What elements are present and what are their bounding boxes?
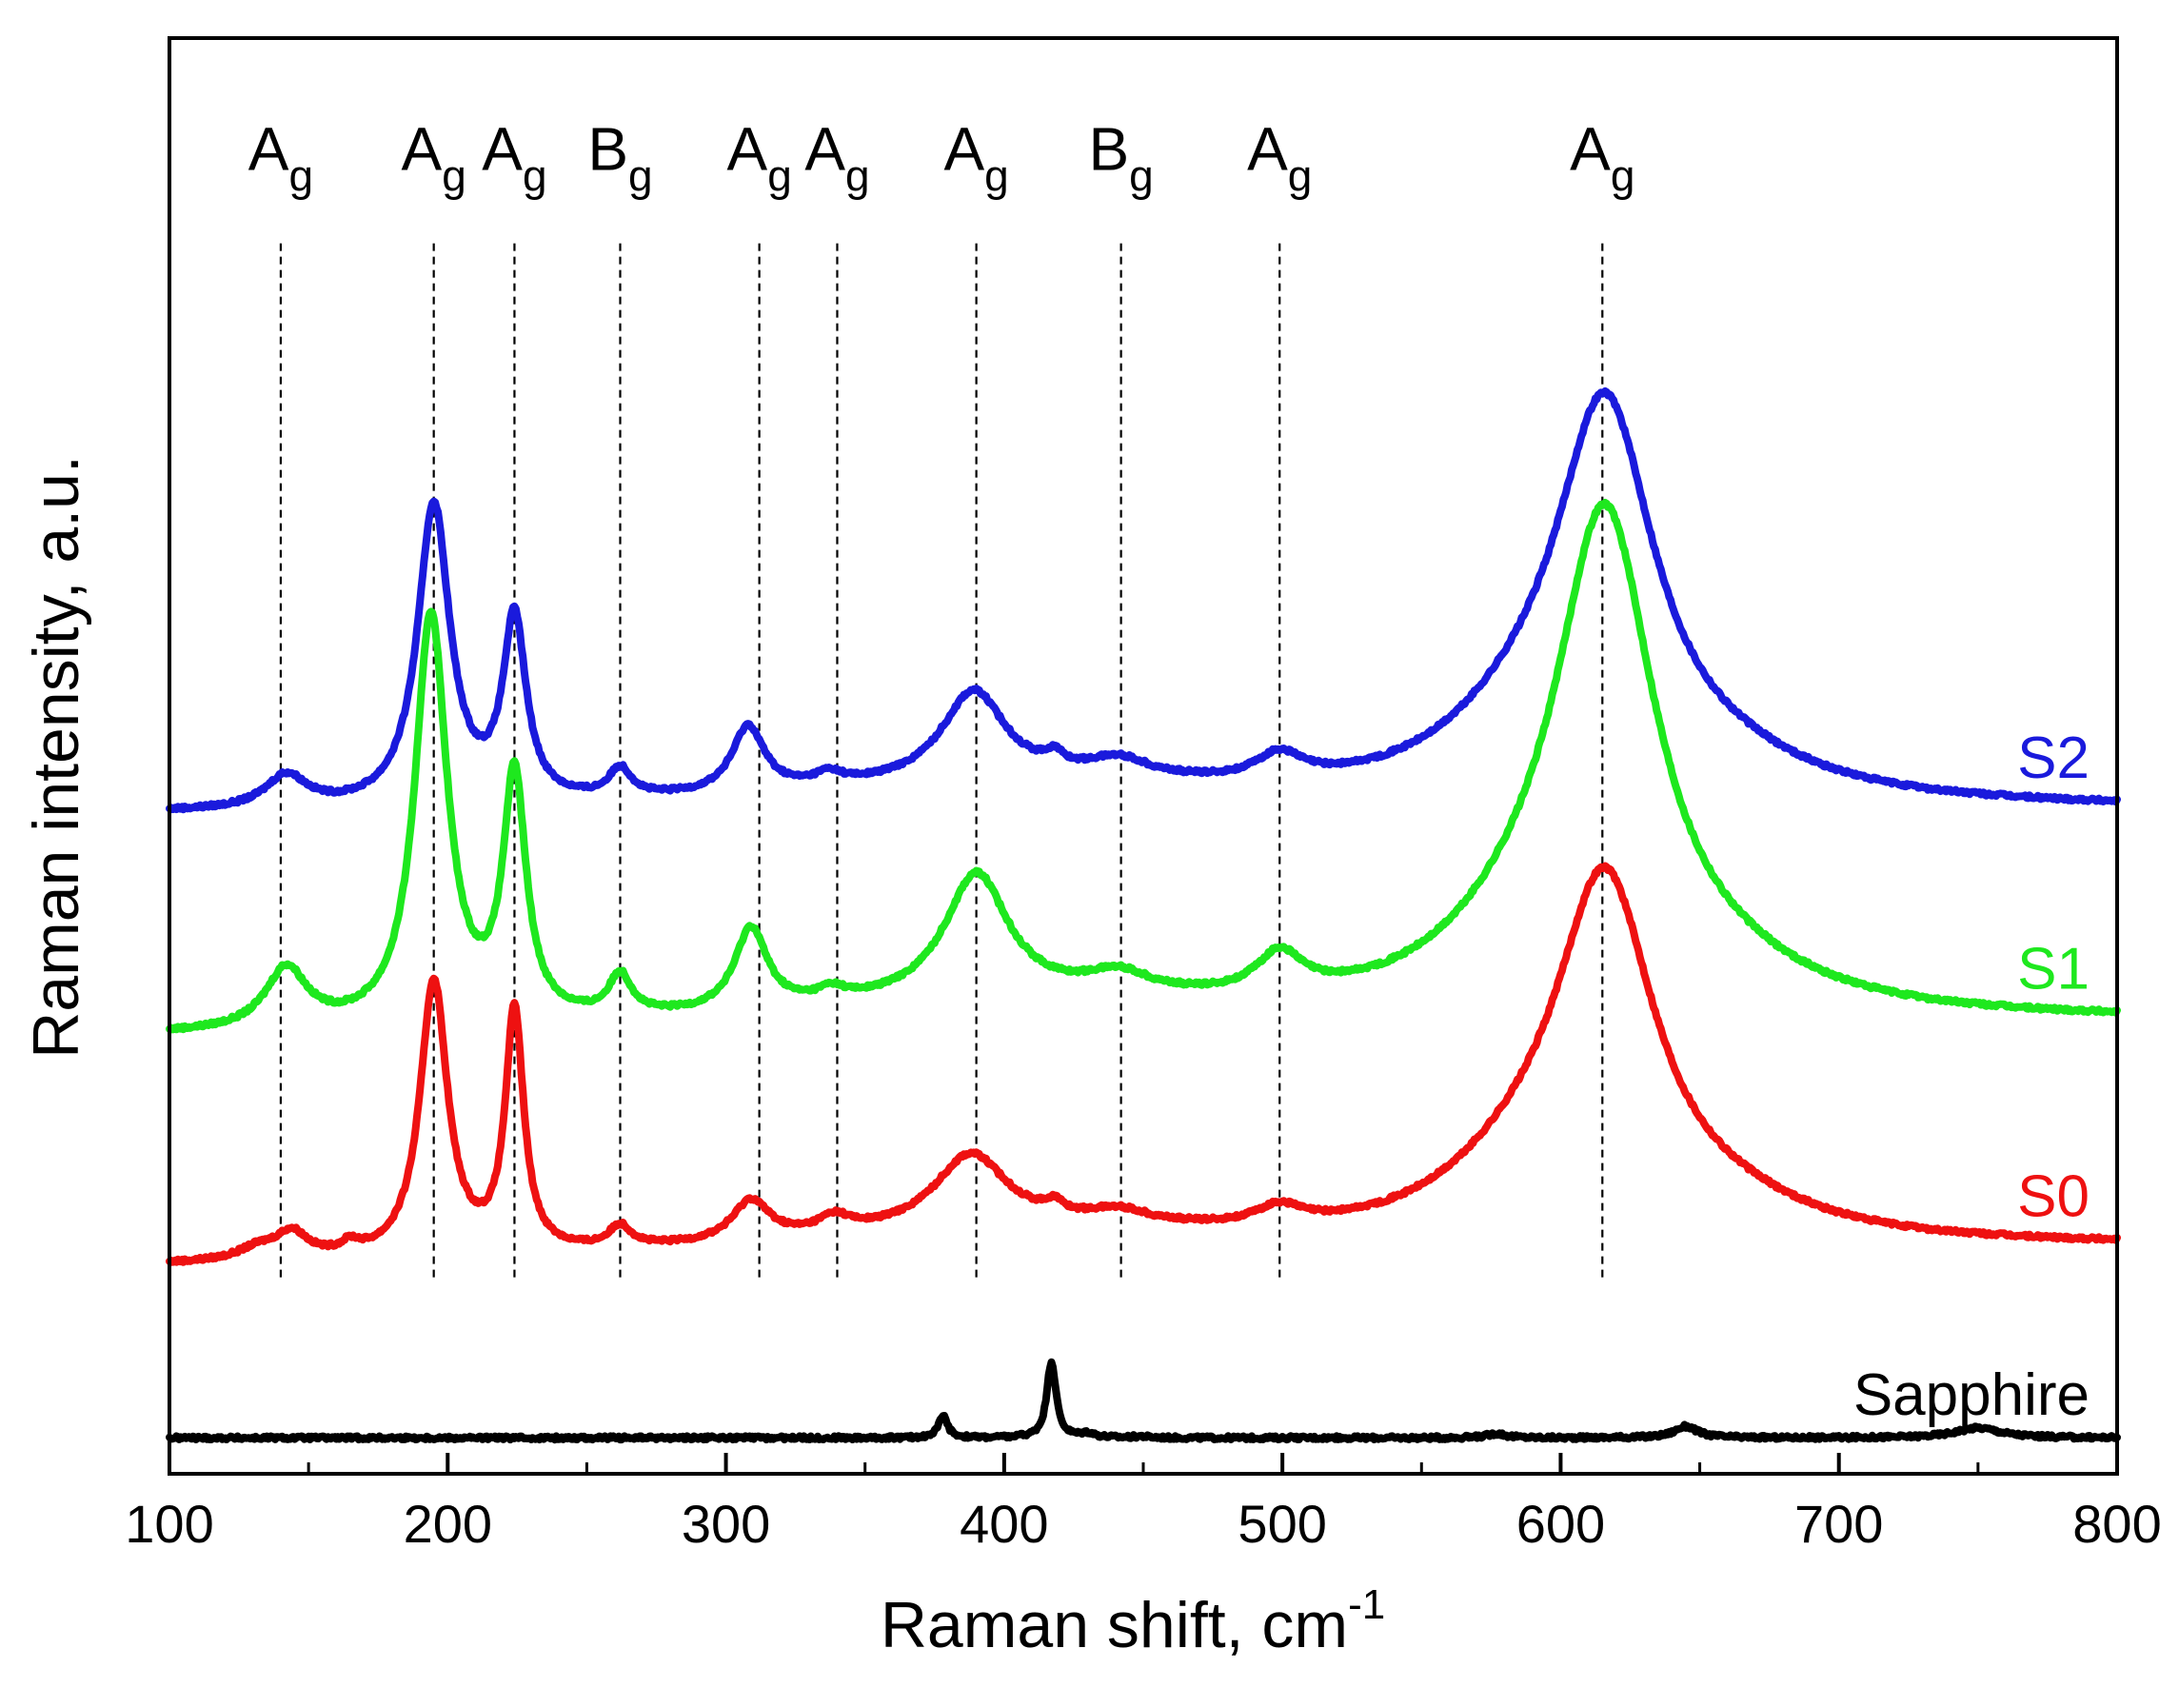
mode-label-main: A xyxy=(248,115,289,184)
mode-label-main: A xyxy=(943,115,984,184)
series-label-s2: S2 xyxy=(2017,725,2090,791)
series-label-sapphire: Sapphire xyxy=(1853,1362,2090,1428)
x-tick-label: 600 xyxy=(1516,1494,1605,1554)
mode-label-sub: g xyxy=(1288,151,1313,201)
x-tick-label: 400 xyxy=(960,1494,1048,1554)
mode-label-sub: g xyxy=(442,151,466,201)
mode-label-main: A xyxy=(482,115,523,184)
series-line-s2 xyxy=(166,387,2121,814)
mode-label-main: B xyxy=(587,115,628,184)
series-labels: S2 S1 S0 Sapphire xyxy=(1853,725,2090,1428)
mode-label-sub: g xyxy=(1611,151,1635,201)
x-tick-label: 500 xyxy=(1238,1494,1326,1554)
mode-label-sub: g xyxy=(984,151,1009,201)
mode-label-sub: g xyxy=(1129,151,1154,201)
mode-label-sub: g xyxy=(767,151,792,201)
mode-label-sub: g xyxy=(523,151,547,201)
mode-label-main: A xyxy=(1247,115,1288,184)
mode-label: Ag xyxy=(402,115,466,201)
y-axis-label: Raman intensity, a.u. xyxy=(20,455,92,1059)
mode-label: Ag xyxy=(482,115,546,201)
mode-label-main: A xyxy=(1570,115,1611,184)
mode-label-sub: g xyxy=(628,151,653,201)
mode-label-main: A xyxy=(402,115,443,184)
series-group xyxy=(166,387,2121,1444)
mode-label: Ag xyxy=(1570,115,1634,201)
x-axis-label-superscript: -1 xyxy=(1348,1581,1385,1628)
mode-label-sub: g xyxy=(845,151,870,201)
x-tick-label: 300 xyxy=(682,1494,770,1554)
mode-markers: Ag Ag Ag Bg Ag Ag Ag Bg Ag Ag xyxy=(248,115,1634,1281)
mode-label: Ag xyxy=(804,115,869,201)
mode-label: Ag xyxy=(943,115,1008,201)
mode-label: Ag xyxy=(727,115,792,201)
series-label-s1: S1 xyxy=(2017,936,2090,1002)
x-axis-label: Raman shift, cm-1 xyxy=(881,1581,1385,1661)
mode-label: Bg xyxy=(1088,115,1153,201)
series-line-s1 xyxy=(166,499,2121,1034)
mode-label-main: B xyxy=(1088,115,1129,184)
x-tick-label: 800 xyxy=(2072,1494,2161,1554)
series-label-s0: S0 xyxy=(2017,1163,2090,1229)
mode-label: Ag xyxy=(1247,115,1312,201)
x-tick-label: 100 xyxy=(125,1494,213,1554)
plot-frame xyxy=(168,36,2119,1476)
series-line-s0 xyxy=(166,862,2121,1266)
mode-label-main: A xyxy=(727,115,768,184)
x-axis: 100 200 300 400 500 600 700 800 xyxy=(125,1453,2162,1554)
mode-label-sub: g xyxy=(288,151,313,201)
mode-label: Bg xyxy=(587,115,652,201)
x-axis-label-text: Raman shift, cm xyxy=(881,1589,1348,1661)
x-tick-label: 200 xyxy=(404,1494,492,1554)
x-tick-label: 700 xyxy=(1794,1494,1883,1554)
series-line-sapphire xyxy=(166,1358,2121,1444)
mode-label: Ag xyxy=(248,115,313,201)
mode-label-main: A xyxy=(804,115,845,184)
